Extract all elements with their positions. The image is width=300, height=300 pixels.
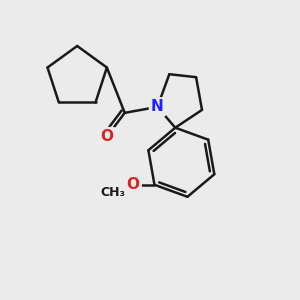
- Text: O: O: [127, 177, 140, 192]
- Text: CH₃: CH₃: [100, 186, 125, 199]
- Text: O: O: [100, 129, 113, 144]
- Text: N: N: [151, 99, 164, 114]
